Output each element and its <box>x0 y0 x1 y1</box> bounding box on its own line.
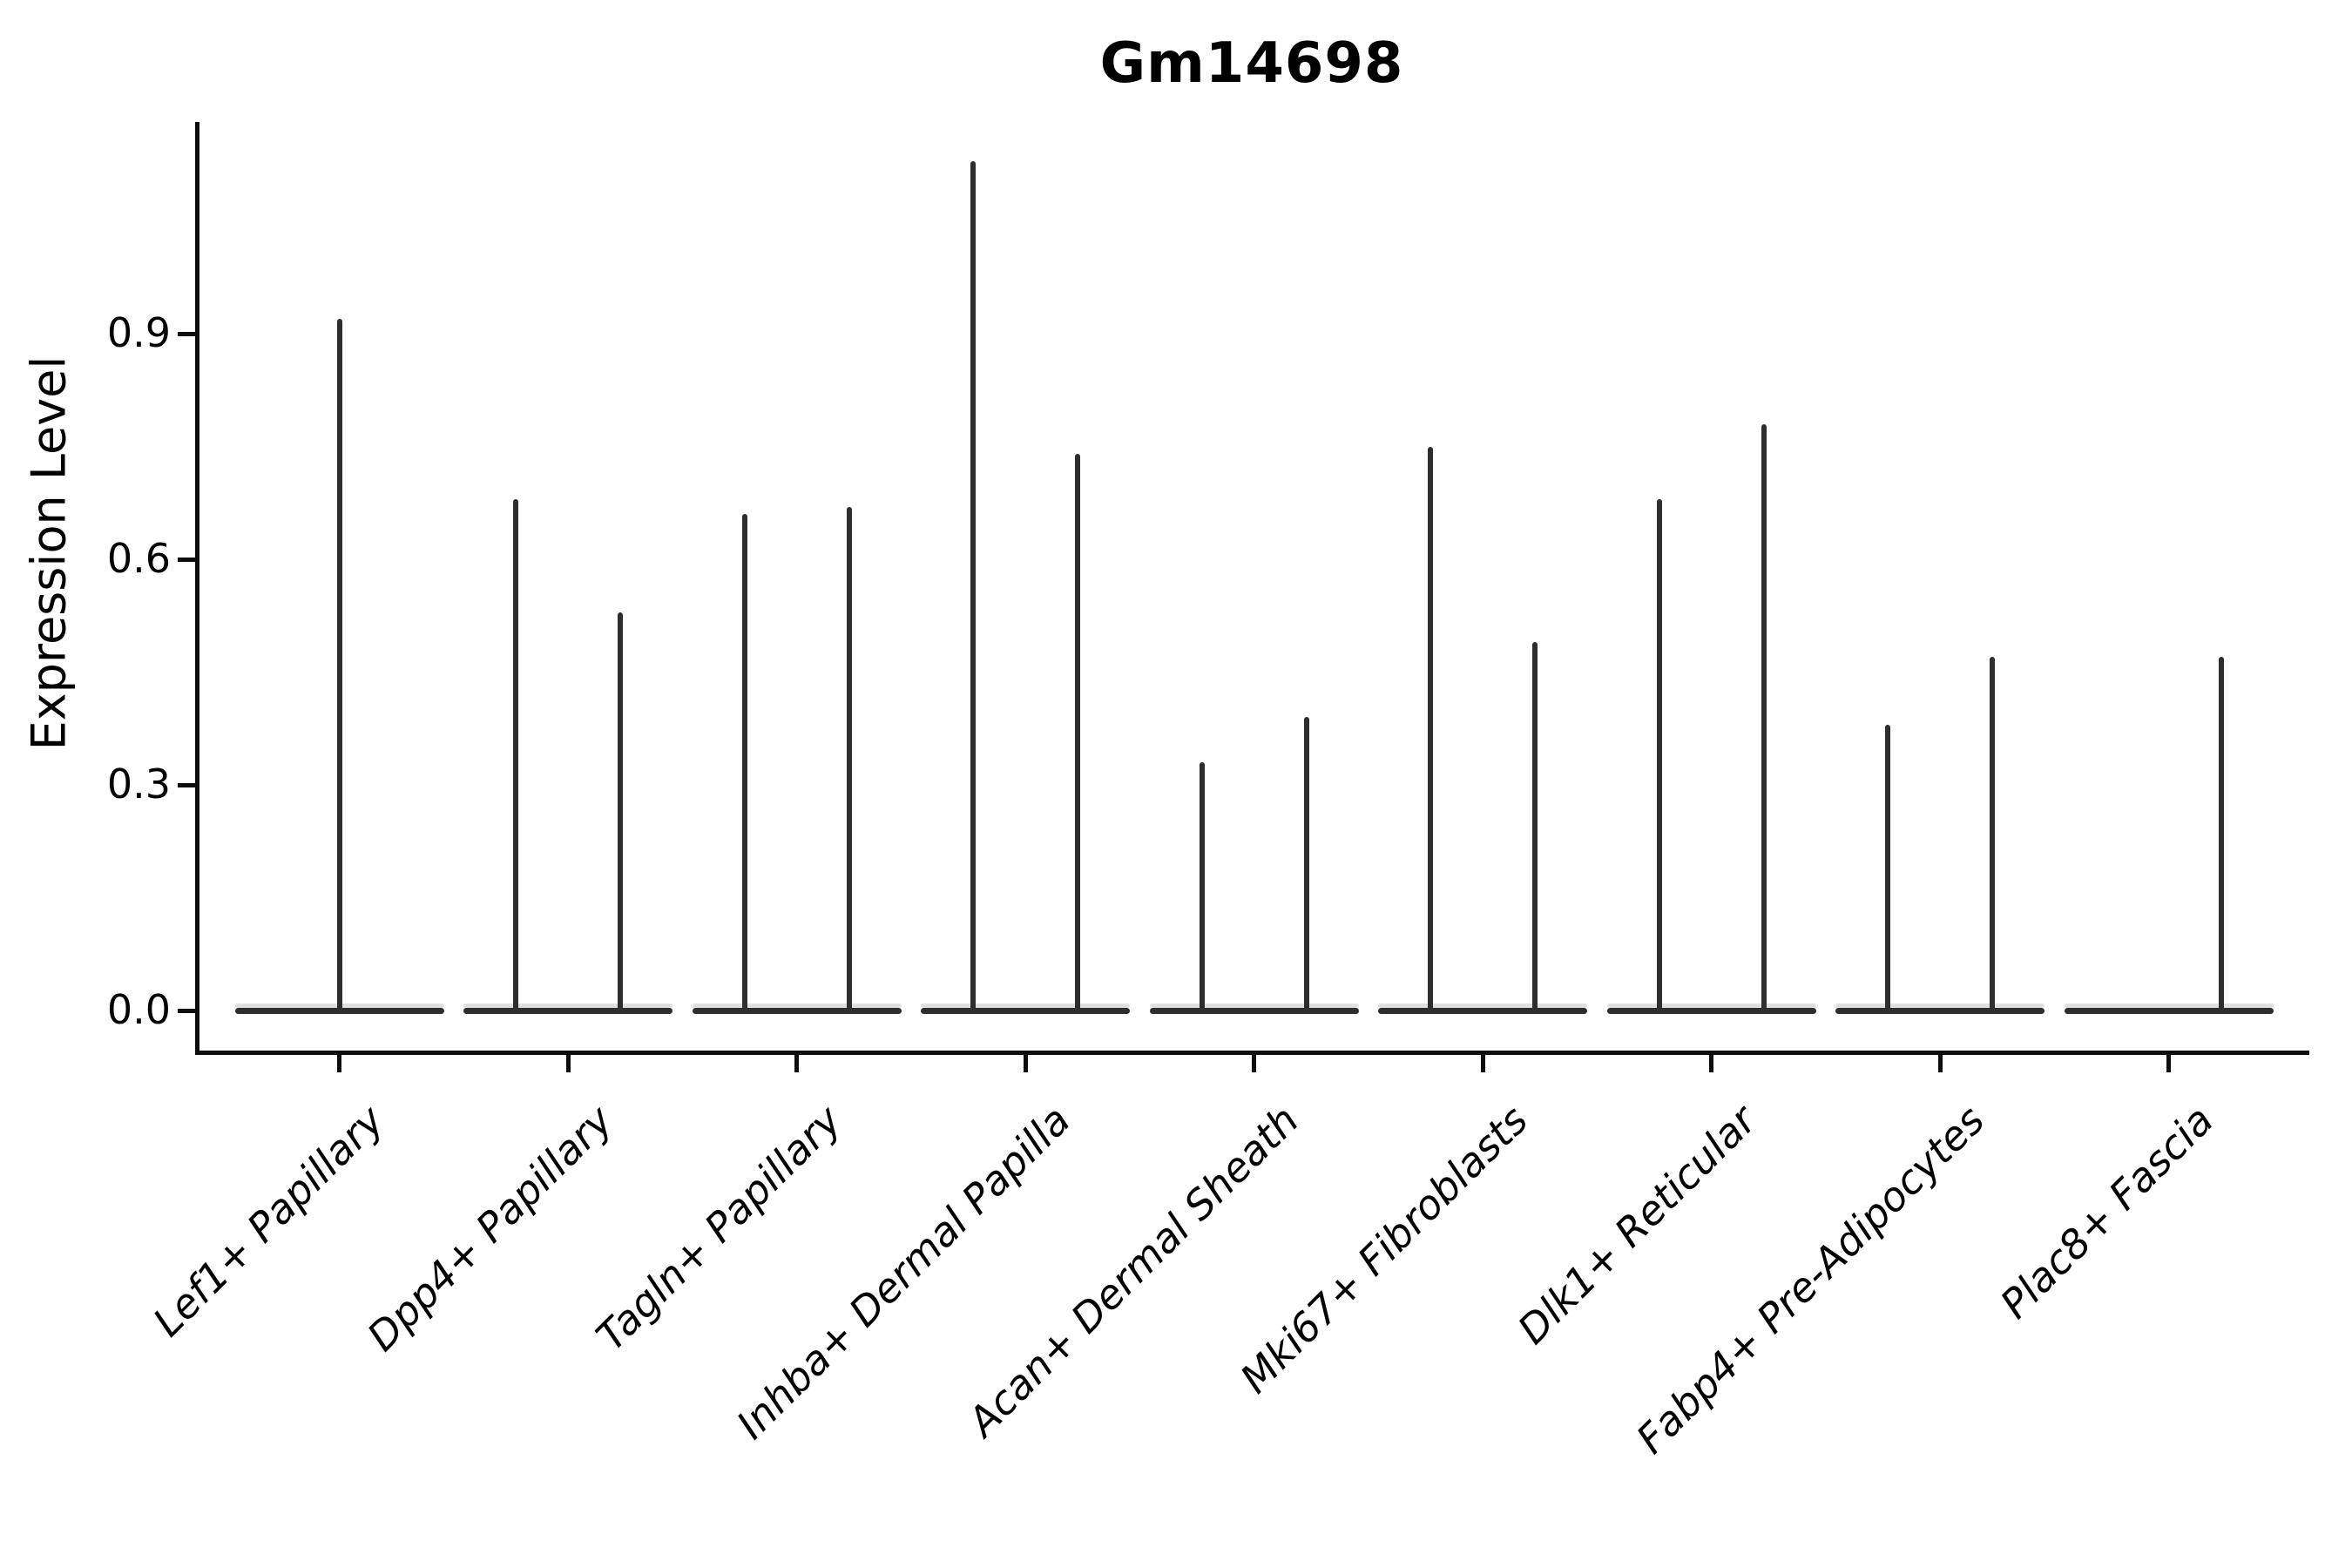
x-tick <box>794 1055 799 1072</box>
violin-body <box>1378 1004 1587 1008</box>
x-tick <box>1480 1055 1485 1072</box>
x-tick <box>1937 1055 1943 1072</box>
x-tick-label: Tagln+ Papillary <box>586 1096 851 1360</box>
violin-spike <box>1761 423 1767 1013</box>
violin-spike <box>336 319 342 1013</box>
violin-baseline <box>1149 1007 1359 1014</box>
x-tick <box>337 1055 341 1072</box>
x-tick <box>1023 1055 1028 1072</box>
x-axis-spine <box>195 1051 2309 1055</box>
y-tick <box>178 1008 195 1013</box>
y-tick-label: 0.9 <box>106 309 171 357</box>
violin-spike <box>1199 762 1205 1013</box>
violin-body <box>921 1004 1130 1008</box>
violin-body <box>2064 1004 2274 1008</box>
x-tick-label: Dpp4+ Papillary <box>358 1096 622 1361</box>
violin-baseline <box>921 1007 1130 1014</box>
y-tick-label: 0.0 <box>106 986 171 1033</box>
x-tick-label: Lef1+ Papillary <box>144 1096 394 1346</box>
x-tick <box>1709 1055 1713 1072</box>
x-tick-label: Dlk1+ Reticular <box>1508 1096 1766 1354</box>
x-tick <box>2166 1055 2171 1072</box>
violin-spike <box>741 514 747 1013</box>
violin-spike <box>1303 717 1309 1013</box>
y-tick-label: 0.6 <box>106 535 171 583</box>
violin-baseline <box>463 1007 672 1014</box>
violin-spike <box>1990 657 1995 1013</box>
violin-spike <box>1532 642 1538 1013</box>
violin-baseline <box>1378 1007 1587 1014</box>
violin-spike <box>1656 499 1662 1013</box>
violin-body <box>692 1004 902 1008</box>
violin-baseline <box>1606 1007 1816 1014</box>
violin-baseline <box>1835 1007 2044 1014</box>
violin-body <box>1149 1004 1359 1008</box>
violin-baseline <box>2064 1007 2274 1014</box>
x-tick-label: Plac8+ Fascia <box>1990 1096 2223 1328</box>
violin-spike <box>1428 446 1433 1013</box>
y-tick <box>178 782 195 787</box>
violin-baseline <box>692 1007 902 1014</box>
y-axis-spine <box>195 122 199 1055</box>
violin-spike <box>1885 725 1890 1013</box>
y-tick <box>178 331 195 336</box>
chart-title: Gm14698 <box>1099 31 1404 96</box>
violin-spike <box>2218 657 2224 1013</box>
violin-spike <box>970 160 976 1013</box>
y-tick-label: 0.3 <box>106 760 171 808</box>
x-tick <box>1252 1055 1256 1072</box>
violin-body <box>1606 1004 1816 1008</box>
violin-spike <box>846 506 852 1013</box>
y-tick <box>178 557 195 562</box>
violin-body <box>463 1004 672 1008</box>
violin-spike <box>618 612 623 1013</box>
violin-body <box>1835 1004 2044 1008</box>
violin-spike <box>1075 454 1080 1013</box>
violin-spike <box>513 499 518 1013</box>
x-tick <box>565 1055 571 1072</box>
